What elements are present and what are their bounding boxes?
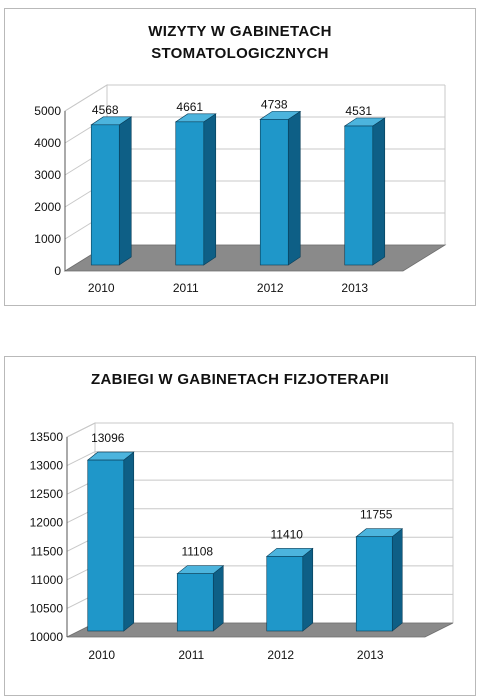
y-tick-label: 10000	[30, 630, 64, 644]
bar	[355, 536, 393, 632]
chart-plot-area: 10000 10500 11000 11500 12000 12500 13000 13500…	[30, 422, 454, 662]
gridline	[66, 422, 453, 438]
x-tick-label: 2010	[88, 281, 115, 295]
chart-title: WIZYTY W GABINETACH STOMATOLOGICZNYCH	[5, 21, 475, 65]
y-tick-label: 0	[54, 264, 61, 278]
y-tick-label: 11500	[31, 544, 64, 558]
data-label: 4661	[176, 100, 203, 114]
x-tick-label: 2011	[173, 281, 199, 295]
chart-title-line-2: STOMATOLOGICZNYCH	[151, 45, 329, 62]
x-tick-label: 2012	[267, 648, 294, 662]
y-tick-label: 13500	[30, 430, 64, 444]
bar-side	[302, 547, 314, 632]
data-label: 4738	[261, 97, 288, 111]
bar	[266, 556, 304, 632]
bar-side	[391, 528, 403, 632]
y-tick-label: 5000	[34, 104, 61, 118]
data-label: 11410	[271, 527, 304, 541]
bar-side	[287, 110, 301, 266]
bar	[176, 573, 214, 632]
y-tick-label: 3000	[34, 168, 61, 182]
bar	[175, 121, 205, 266]
bar-side	[203, 113, 217, 266]
y-tick-label: 4000	[34, 136, 61, 150]
x-tick-label: 2010	[88, 648, 115, 662]
bar-side	[212, 565, 224, 632]
y-tick-label: 10500	[30, 601, 64, 615]
x-tick-label: 2013	[341, 281, 368, 295]
bar-side	[372, 117, 386, 266]
y-tick-label: 12500	[30, 487, 64, 501]
bar	[87, 459, 125, 632]
x-tick-label: 2012	[257, 281, 284, 295]
data-label: 4531	[345, 104, 372, 118]
y-tick-label: 11000	[31, 573, 64, 587]
y-tick-label: 13000	[30, 459, 64, 473]
data-label: 11108	[181, 545, 213, 559]
bar	[344, 125, 374, 266]
bar	[259, 119, 289, 266]
y-tick-label: 1000	[34, 232, 61, 246]
chart-title-line-1: WIZYTY W GABINETACH	[148, 23, 332, 40]
chart-title-line-1: ZABIEGI W GABINETACH FIZJOTERAPII	[91, 371, 389, 388]
y-tick-label: 12000	[30, 516, 64, 530]
bar	[90, 124, 120, 266]
chart-title: ZABIEGI W GABINETACH FIZJOTERAPII	[5, 369, 475, 391]
x-tick-label: 2013	[357, 648, 384, 662]
gridline	[64, 84, 445, 112]
data-label: 13096	[91, 431, 125, 445]
chart-physiotherapy-treatments: ZABIEGI W GABINETACH FIZJOTERAPII 10000 1…	[4, 356, 476, 696]
data-label: 11755	[360, 508, 393, 522]
chart-plot-area: 0 1000 2000 3000 4000 5000 4568 2010 4661 2011 473…	[34, 84, 447, 295]
x-tick-label: 2011	[178, 648, 204, 662]
y-tick-label: 2000	[34, 200, 61, 214]
chart-stomatology-visits: WIZYTY W GABINETACH STOMATOLOGICZNYCH 0 1…	[4, 8, 476, 306]
data-label: 4568	[92, 103, 119, 117]
bar-side	[118, 116, 132, 266]
bar-side	[123, 451, 135, 632]
